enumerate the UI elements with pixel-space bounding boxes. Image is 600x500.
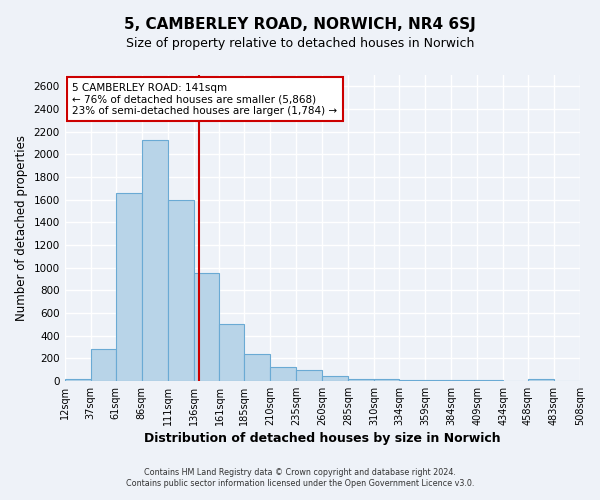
Y-axis label: Number of detached properties: Number of detached properties	[15, 135, 28, 321]
Text: 5, CAMBERLEY ROAD, NORWICH, NR4 6SJ: 5, CAMBERLEY ROAD, NORWICH, NR4 6SJ	[124, 18, 476, 32]
Text: Contains HM Land Registry data © Crown copyright and database right 2024.
Contai: Contains HM Land Registry data © Crown c…	[126, 468, 474, 487]
Bar	[142, 140, 167, 381]
Text: Size of property relative to detached houses in Norwich: Size of property relative to detached ho…	[126, 38, 474, 51]
Bar	[374, 379, 399, 381]
Bar	[271, 367, 296, 381]
Bar	[349, 378, 374, 381]
Bar	[528, 379, 554, 381]
Bar	[220, 324, 244, 381]
Text: 5 CAMBERLEY ROAD: 141sqm
← 76% of detached houses are smaller (5,868)
23% of sem: 5 CAMBERLEY ROAD: 141sqm ← 76% of detach…	[73, 82, 338, 116]
Bar	[451, 380, 477, 381]
Bar	[193, 273, 220, 381]
Bar	[296, 370, 322, 381]
Bar	[322, 376, 349, 381]
Bar	[167, 200, 193, 381]
Bar	[425, 380, 451, 381]
Bar	[399, 380, 425, 381]
Bar	[65, 378, 91, 381]
Bar	[116, 193, 142, 381]
X-axis label: Distribution of detached houses by size in Norwich: Distribution of detached houses by size …	[144, 432, 500, 445]
Bar	[244, 354, 271, 381]
Bar	[91, 348, 116, 381]
